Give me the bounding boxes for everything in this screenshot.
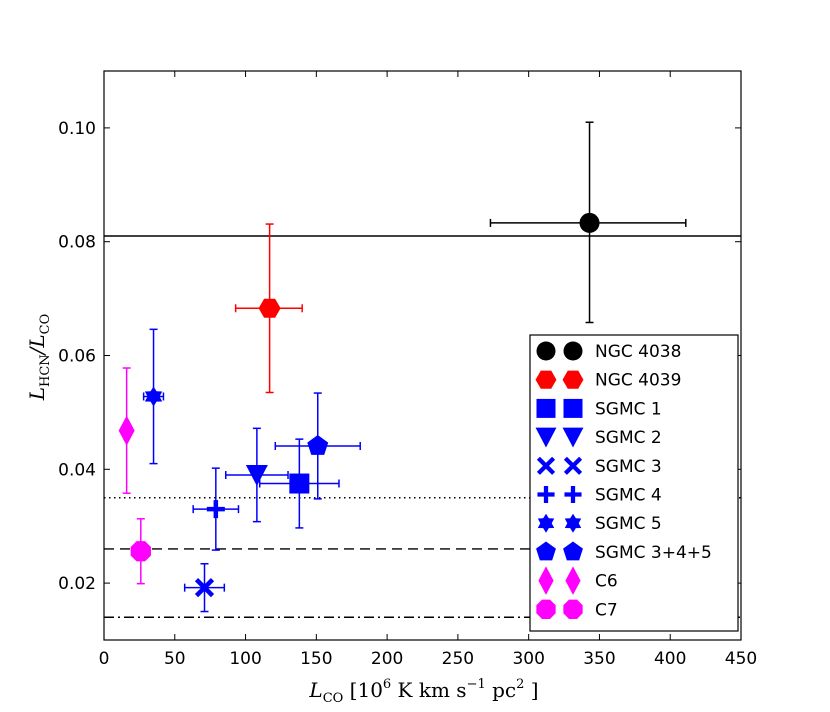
legend-marker	[563, 599, 583, 619]
legend-label: SGMC 1	[595, 399, 662, 419]
data-point-c6	[118, 415, 135, 446]
data-point-ngc-4038	[579, 212, 600, 233]
y-tick-label: 0.02	[58, 574, 96, 594]
legend-label: SGMC 4	[595, 486, 662, 506]
legend-marker	[535, 427, 557, 448]
x-tick-label: 200	[371, 649, 403, 669]
legend-item-sgmc-4: SGMC 4	[537, 485, 662, 506]
legend-marker	[565, 566, 581, 595]
legend-item-ngc-4039: NGC 4039	[535, 370, 681, 391]
x-axis-ticks: 0 50 100 150 200 250 300 350 400 450	[99, 71, 757, 669]
legend-label: NGC 4039	[595, 371, 681, 391]
x-tick-label: 400	[654, 649, 686, 669]
y-tick-label: 0.06	[58, 347, 96, 367]
x-tick-label: 300	[512, 649, 544, 669]
data-point-sgmc-4	[206, 500, 225, 519]
x-tick-label: 100	[229, 649, 261, 669]
legend-item-sgmc-2: SGMC 2	[535, 427, 662, 448]
legend-item-sgmc-3-4-5: SGMC 3+4+5	[536, 541, 712, 563]
y-tick-label: 0.08	[58, 233, 96, 253]
legend-box	[529, 334, 739, 632]
x-tick-label: 350	[583, 649, 615, 669]
data-point-sgmc-3	[194, 578, 215, 598]
x-tick-label: 0	[99, 649, 110, 669]
y-axis-label: LHCN/LCO	[25, 314, 53, 402]
x-axis-label: LCO [106 K km s−1 pc2 ]	[308, 677, 538, 706]
legend-label: C6	[595, 572, 618, 592]
x-tick-label: 150	[300, 649, 332, 669]
legend-label: SGMC 3+4+5	[595, 543, 712, 563]
legend-item-c7: C7	[536, 599, 618, 620]
legend-label: NGC 4038	[595, 342, 681, 362]
legend-marker	[563, 398, 583, 418]
legend-marker	[537, 513, 555, 533]
legend-label: SGMC 2	[595, 428, 662, 448]
legend-label: SGMC 5	[595, 514, 662, 534]
legend-marker	[536, 456, 556, 475]
data-point-sgmc-5	[144, 386, 163, 407]
legend-marker	[538, 566, 554, 595]
data-point-sgmc-1	[289, 473, 310, 494]
data-point-ngc-4039	[258, 298, 281, 318]
legend-marker	[564, 513, 582, 533]
legend: NGC 4038 NGC 4039 SGMC 1 SGMC 2 SGMC 3 SGMC 4…	[529, 334, 739, 632]
legend-marker	[536, 599, 556, 619]
y-tick-label: 0.04	[58, 460, 96, 480]
legend-item-sgmc-3: SGMC 3	[536, 456, 662, 477]
x-tick-label: 450	[725, 649, 757, 669]
legend-marker	[563, 341, 583, 361]
data-markers	[118, 212, 600, 598]
data-point-c7	[130, 541, 151, 562]
y-axis-ticks: 0.02 0.04 0.06 0.08 0.10	[58, 119, 741, 594]
legend-marker	[563, 541, 583, 561]
data-point-sgmc-3-4-5	[307, 434, 329, 455]
legend-marker	[562, 370, 584, 389]
legend-marker	[537, 485, 555, 504]
legend-marker	[564, 485, 582, 504]
legend-label: SGMC 3	[595, 457, 662, 477]
legend-marker	[536, 398, 556, 418]
legend-item-sgmc-5: SGMC 5	[537, 513, 662, 534]
legend-marker	[536, 341, 556, 361]
legend-item-sgmc-1: SGMC 1	[536, 398, 662, 419]
data-point-sgmc-2	[245, 464, 268, 486]
x-tick-label: 50	[164, 649, 186, 669]
legend-marker	[563, 456, 583, 475]
legend-item-ngc-4038: NGC 4038	[536, 341, 681, 362]
legend-item-c6: C6	[538, 566, 618, 595]
y-tick-label: 0.10	[58, 119, 96, 139]
legend-marker	[536, 541, 556, 561]
legend-label: C7	[595, 600, 618, 620]
legend-marker	[535, 370, 557, 389]
legend-marker	[562, 427, 584, 448]
x-tick-label: 250	[442, 649, 474, 669]
